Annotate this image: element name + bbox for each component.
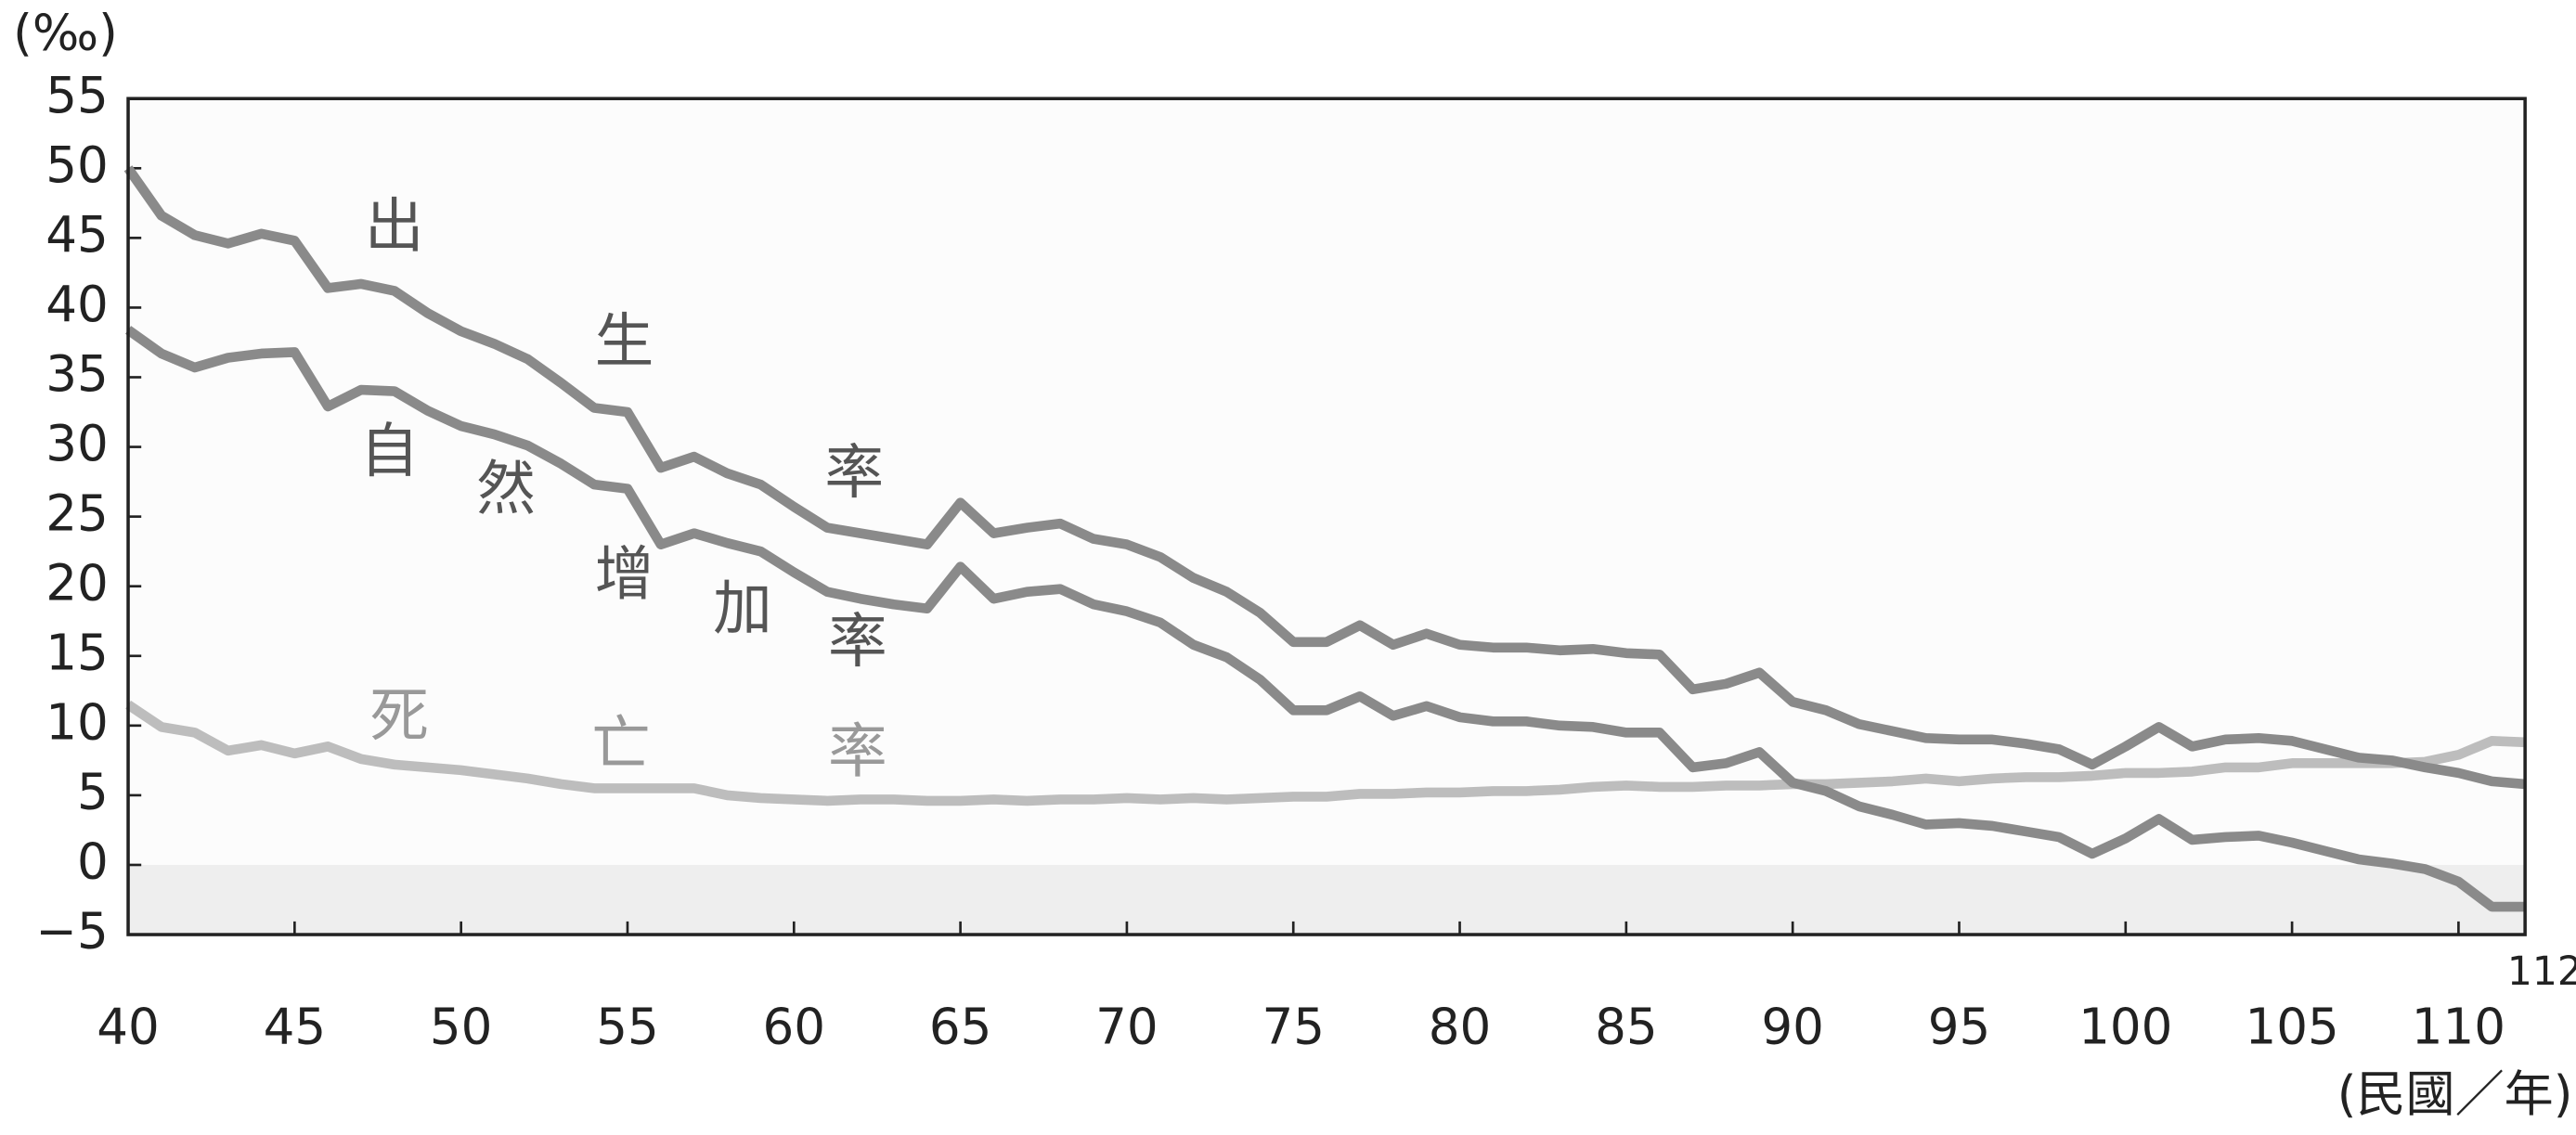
- y-tick-label: 40: [45, 276, 109, 333]
- y-tick-label: 45: [45, 206, 109, 264]
- y-tick-label: −5: [36, 903, 109, 961]
- x-tick-label: 80: [1429, 998, 1492, 1055]
- x-tick-label: 50: [430, 998, 493, 1055]
- x-tick-label: 65: [929, 998, 992, 1055]
- y-tick-label: 30: [45, 415, 109, 472]
- y-tick-label: 25: [45, 484, 109, 542]
- data-line: [124, 326, 2526, 912]
- data-line: [123, 165, 2526, 790]
- x-tick-label: 75: [1262, 998, 1325, 1055]
- y-tick-label: 15: [45, 624, 109, 681]
- plot-frame: [126, 97, 2527, 936]
- y-tick-label: 50: [45, 136, 109, 194]
- y-tick-label: 5: [77, 764, 109, 821]
- x-tick-label: 110: [2412, 998, 2505, 1055]
- y-tick-label: 0: [77, 833, 109, 891]
- x-tick-label: 90: [1761, 998, 1824, 1055]
- y-tick-label: 10: [45, 693, 109, 751]
- y-tick-label: 35: [45, 345, 109, 403]
- x-tick-label: 85: [1595, 998, 1658, 1055]
- x-tick-label: 100: [2078, 998, 2172, 1055]
- data-line: [125, 700, 2526, 806]
- y-tick-label: 20: [45, 554, 109, 612]
- x-tick-label: 105: [2245, 998, 2338, 1055]
- x-tick-label: 112: [2507, 949, 2576, 995]
- x-tick-label: 40: [97, 998, 160, 1055]
- x-tick-label: 55: [596, 998, 659, 1055]
- negative-area: [128, 864, 2526, 935]
- x-tick-label: 70: [1095, 998, 1159, 1055]
- x-axis-label: (民國／年): [2337, 1065, 2573, 1123]
- y-tick-label: 55: [45, 67, 109, 124]
- y-unit: (‰): [13, 5, 118, 62]
- x-tick-label: 45: [264, 998, 327, 1055]
- x-tick-label: 95: [1928, 998, 1991, 1055]
- x-tick-label: 60: [763, 998, 826, 1055]
